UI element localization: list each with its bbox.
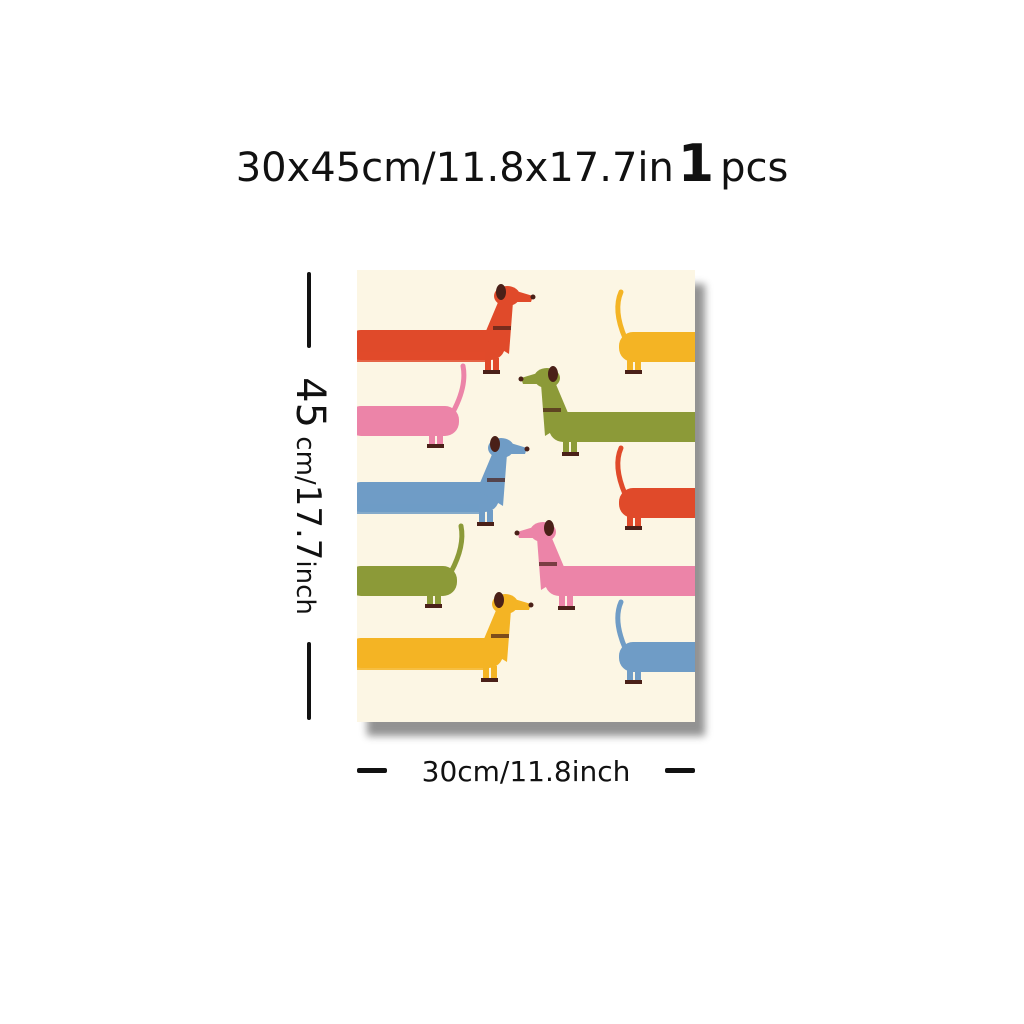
height-unit: cm/ <box>290 436 320 485</box>
height-inch-unit: inch <box>290 560 320 615</box>
olive-dachshund-right <box>549 412 695 442</box>
blue-dachshund-right <box>619 642 695 672</box>
quantity-value: 1 <box>677 134 715 194</box>
pink-dachshund <box>357 406 459 436</box>
yellow-dachshund-right <box>619 332 695 362</box>
canvas-print <box>357 270 705 736</box>
height-value: 45 <box>287 377 333 429</box>
height-inches: 17.7 <box>288 484 328 561</box>
artwork-canvas <box>357 270 695 722</box>
height-indicator-bottom-line <box>307 642 311 720</box>
pink-dachshund-right <box>545 566 695 596</box>
width-indicator-left-line <box>357 768 387 773</box>
quantity-unit: pcs <box>720 145 789 191</box>
dachshund-pattern-artwork <box>357 284 695 684</box>
width-indicator-right-line <box>665 768 695 773</box>
width-dimension-label: 30cm/11.8inch <box>421 755 631 788</box>
red-dachshund-right <box>619 488 695 518</box>
olive-dachshund <box>357 566 457 596</box>
product-size-title: 30x45cm/11.8x17.7in1 pcs <box>0 136 1024 196</box>
size-text: 30x45cm/11.8x17.7in <box>235 145 674 191</box>
height-indicator-top-line <box>307 272 311 348</box>
